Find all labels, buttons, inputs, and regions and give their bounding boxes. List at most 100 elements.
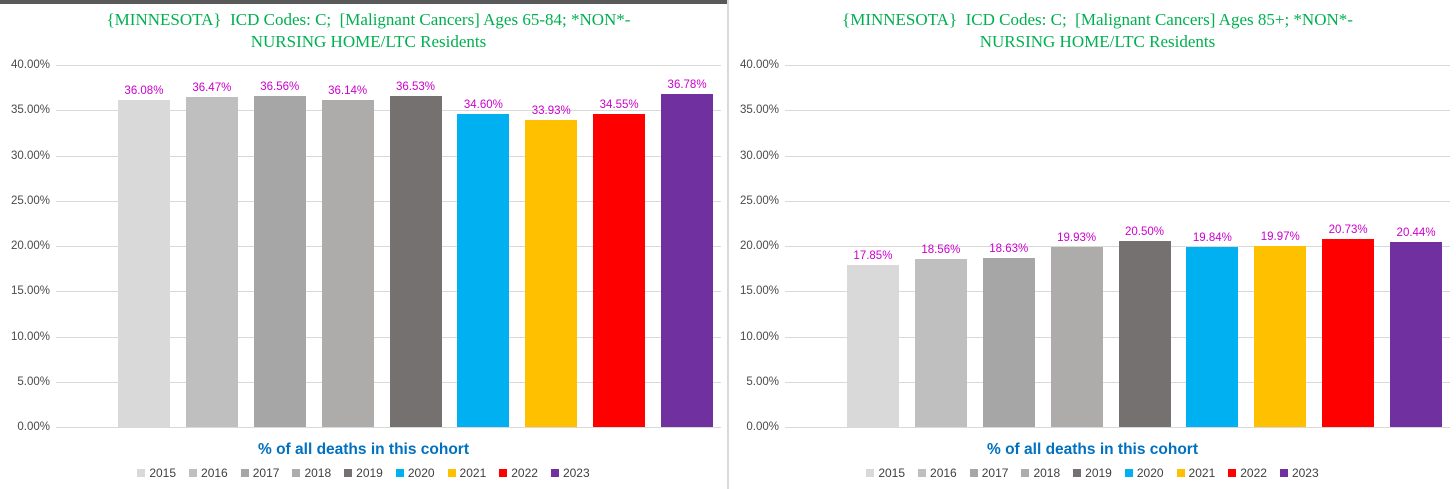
gridline: [785, 381, 1450, 383]
legend-item-2019[interactable]: 2019: [344, 466, 383, 480]
y-axis-tick-label: 0.00%: [746, 421, 779, 433]
x-axis-title: % of all deaths in this cohort: [258, 441, 469, 458]
bar-2019[interactable]: [1118, 241, 1171, 427]
bar-value-label: 20.50%: [1124, 226, 1164, 239]
y-axis-tick-label: 20.00%: [739, 240, 779, 252]
bar-2016[interactable]: [914, 259, 967, 427]
legend-swatch: [1228, 469, 1237, 477]
y-axis: 40.00% 35.00% 30.00% 25.00% 20.00% 15.00% 10.0…: [0, 59, 52, 433]
bar-value-label: 34.60%: [463, 98, 503, 111]
bar-slot: 36.78%: [653, 65, 721, 427]
legend-item-2022[interactable]: 2022: [499, 466, 538, 480]
bar-2023[interactable]: [661, 94, 714, 427]
bar-2019[interactable]: [389, 96, 442, 427]
bar-2023[interactable]: [1390, 242, 1443, 427]
legend-item-2019[interactable]: 2019: [1073, 466, 1112, 480]
legend-item-2018[interactable]: 2018: [1021, 466, 1060, 480]
panel-divider: [727, 0, 729, 489]
legend-swatch: [395, 469, 404, 477]
bar-2016[interactable]: [185, 96, 238, 427]
bar-value-label: 20.73%: [1328, 224, 1368, 237]
legend-item-2020[interactable]: 2020: [1124, 466, 1164, 480]
y-axis-tick-label: 5.00%: [17, 375, 50, 388]
legend-item-2015[interactable]: 2015: [137, 466, 176, 480]
bar-value-label: 20.44%: [1396, 227, 1436, 240]
bar-2018[interactable]: [321, 99, 374, 427]
bar-2020[interactable]: [457, 113, 510, 427]
bar-slot: 36.53%: [382, 65, 450, 427]
bar-value-label: 17.85%: [853, 250, 893, 263]
legend-item-2020[interactable]: 2020: [395, 466, 435, 480]
gridline: [785, 65, 1450, 66]
chart-panel-ages-65-84: {MINNESOTA} ICD Codes: C; [Malignant Can…: [0, 0, 727, 489]
bar-slot: 19.84%: [1178, 65, 1246, 427]
legend-item-2017[interactable]: 2017: [240, 466, 280, 480]
bar-2021[interactable]: [525, 119, 578, 427]
gridline: [785, 110, 1450, 112]
legend-item-2016[interactable]: 2016: [189, 466, 228, 480]
bar-value-label: 19.97%: [1260, 231, 1300, 244]
bar-value-label: 18.56%: [921, 244, 961, 257]
legend-item-2021[interactable]: 2021: [1176, 466, 1215, 480]
y-axis-tick-label: 40.00%: [10, 59, 50, 71]
bar-value-label: 36.78%: [667, 79, 707, 92]
legend-item-2018[interactable]: 2018: [292, 466, 331, 480]
y-axis-tick-label: 10.00%: [739, 330, 779, 343]
bar-slot: 36.14%: [314, 65, 382, 427]
legend-swatch: [292, 469, 301, 477]
legend-label: 2017: [981, 466, 1009, 480]
legend: 2015 2016 2017 2018 2019 2020 2021 2022 2023: [729, 466, 1456, 480]
gridline: [56, 200, 721, 202]
gridline: [56, 427, 721, 428]
legend-item-2017[interactable]: 2017: [969, 466, 1009, 480]
plot-area: 36.08% 36.47% 36.56% 36.14% 36.53% 34.60% 33.9…: [56, 65, 721, 428]
legend-swatch: [1073, 469, 1082, 477]
gridline: [56, 155, 721, 157]
y-axis-tick-label: 25.00%: [739, 194, 779, 207]
chart-title: {MINNESOTA} ICD Codes: C; [Malignant Can…: [30, 9, 707, 53]
bar-2020[interactable]: [1186, 247, 1239, 427]
bar-2017[interactable]: [982, 258, 1035, 427]
y-axis-tick-label: 35.00%: [10, 104, 50, 117]
legend-label: 2022: [1240, 466, 1267, 480]
bar-value-label: 36.53%: [395, 81, 435, 94]
bar-2018[interactable]: [1050, 246, 1103, 427]
legend-label: 2016: [930, 466, 957, 480]
y-axis-tick-label: 40.00%: [739, 59, 779, 71]
bar-2015[interactable]: [117, 100, 170, 427]
bar-series: 17.85% 18.56% 18.63% 19.93% 20.50% 19.84% 19.9…: [839, 65, 1450, 427]
bar-slot: 20.50%: [1111, 65, 1179, 427]
legend-swatch: [1176, 469, 1185, 477]
gridline: [56, 381, 721, 383]
legend-swatch: [344, 469, 353, 477]
legend-item-2022[interactable]: 2022: [1228, 466, 1267, 480]
legend-label: 2017: [252, 466, 280, 480]
legend-label: 2016: [201, 466, 228, 480]
bar-slot: 36.47%: [178, 65, 246, 427]
bar-series: 36.08% 36.47% 36.56% 36.14% 36.53% 34.60% 33.9…: [110, 65, 721, 427]
bar-2022[interactable]: [593, 114, 646, 427]
bar-2022[interactable]: [1322, 239, 1375, 427]
gridline: [785, 427, 1450, 428]
y-axis-tick-label: 0.00%: [17, 421, 50, 433]
legend-label: 2015: [149, 466, 177, 480]
legend-item-2021[interactable]: 2021: [447, 466, 486, 480]
bar-value-label: 18.63%: [989, 243, 1029, 256]
bar-2015[interactable]: [846, 265, 899, 427]
bar-slot: 36.56%: [246, 65, 314, 427]
bar-value-label: 19.84%: [1192, 232, 1232, 245]
legend-item-2015[interactable]: 2015: [866, 466, 905, 480]
gridline: [785, 246, 1450, 247]
y-axis-tick-label: 20.00%: [10, 240, 50, 252]
legend-item-2023[interactable]: 2023: [1279, 466, 1319, 480]
bar-value-label: 34.55%: [599, 99, 639, 112]
bar-slot: 18.63%: [975, 65, 1043, 427]
bar-2021[interactable]: [1254, 246, 1307, 427]
gridline: [785, 155, 1450, 157]
legend-item-2016[interactable]: 2016: [918, 466, 957, 480]
legend-item-2023[interactable]: 2023: [550, 466, 590, 480]
legend-label: 2019: [356, 466, 383, 480]
bar-2017[interactable]: [253, 96, 306, 427]
legend-label: 2020: [1136, 466, 1164, 480]
